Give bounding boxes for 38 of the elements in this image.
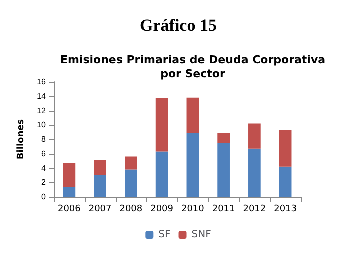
- y-tick-label: 4: [42, 164, 47, 173]
- y-tick-label: 6: [42, 149, 47, 158]
- bar: [248, 124, 261, 149]
- chart-title: Gráfico 15: [140, 16, 217, 35]
- y-tick-label: 12: [37, 106, 47, 116]
- x-tick-label: 2006: [58, 204, 82, 214]
- bar: [94, 160, 106, 176]
- bar: [156, 152, 168, 197]
- legend-label: SNF: [192, 230, 212, 240]
- bar: [125, 170, 138, 197]
- bar: [248, 148, 261, 197]
- x-tick-label: 2010: [181, 204, 205, 214]
- y-tick-label: 10: [37, 120, 47, 130]
- x-tick-label: 2011: [212, 204, 236, 214]
- x-tick-label: 2013: [274, 204, 298, 214]
- y-tick-label: 0: [42, 192, 47, 202]
- bar: [279, 130, 292, 167]
- x-tick-label: 2009: [150, 204, 174, 214]
- y-tick-label: 16: [37, 78, 47, 86]
- x-tick-label: 2008: [120, 204, 143, 214]
- bar: [63, 186, 76, 197]
- bar: [94, 175, 106, 197]
- bar: [63, 163, 76, 187]
- y-axis-title: Billones: [16, 119, 27, 160]
- bar: [279, 166, 292, 197]
- y-tick-label: 8: [42, 135, 47, 144]
- chart-subtitle: Emisiones Primarias de Deuda Corporativa por Sector: [60, 54, 326, 80]
- bar: [186, 133, 200, 197]
- x-tick-label: 2007: [88, 204, 112, 214]
- x-tick-label: 2012: [243, 204, 266, 214]
- bar: [156, 98, 168, 152]
- y-tick-label: 2: [42, 178, 47, 188]
- bar: [125, 156, 138, 170]
- legend-label: SF: [158, 230, 172, 240]
- y-tick-label: 14: [37, 92, 47, 101]
- bar: [218, 133, 230, 144]
- bar: [186, 98, 200, 134]
- bar: [218, 143, 230, 197]
